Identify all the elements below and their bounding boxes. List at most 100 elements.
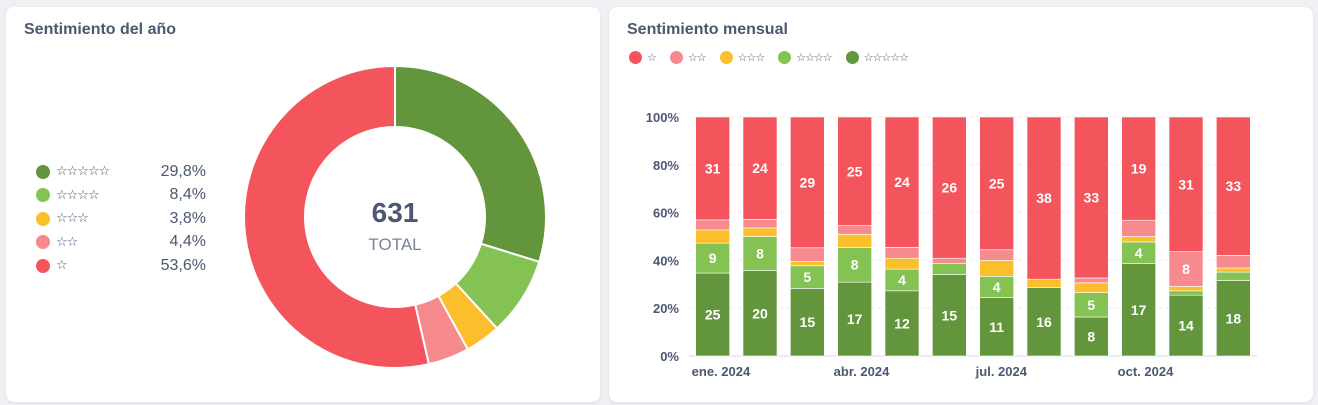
bar-segment[interactable] bbox=[1074, 277, 1109, 284]
bar-segment[interactable] bbox=[1121, 263, 1156, 357]
donut-legend-item[interactable]: ☆☆☆ 3,8% bbox=[36, 207, 206, 231]
bar-segment[interactable] bbox=[1074, 292, 1109, 318]
bar-segment[interactable] bbox=[1026, 287, 1062, 357]
bar-data-label: 29 bbox=[800, 174, 816, 190]
bar-segment[interactable] bbox=[742, 236, 778, 271]
monthly-sentiment-card: Sentimiento mensual ☆ ☆☆ ☆☆☆ ☆☆☆☆ ☆☆☆☆☆ 0% 20… bbox=[609, 7, 1313, 402]
bar-segment[interactable] bbox=[837, 225, 872, 235]
bar-data-label: 19 bbox=[1131, 161, 1147, 177]
bar-data-label: 8 bbox=[1087, 328, 1095, 344]
bar-data-label: 20 bbox=[752, 305, 768, 321]
x-tick-label: oct. 2024 bbox=[1118, 364, 1174, 379]
bar-legend-item[interactable]: ☆☆☆☆☆ bbox=[845, 51, 909, 64]
legend-dot bbox=[719, 51, 733, 64]
bar-segment[interactable] bbox=[884, 116, 920, 248]
bar-data-label: 16 bbox=[1036, 314, 1052, 330]
bar-segment[interactable] bbox=[695, 229, 730, 244]
bar-segment[interactable] bbox=[932, 274, 967, 357]
bar-legend-item[interactable]: ☆ bbox=[629, 51, 657, 64]
bar-segment[interactable] bbox=[932, 116, 967, 259]
bar-segment[interactable] bbox=[1168, 290, 1204, 296]
bar-segment[interactable] bbox=[790, 247, 825, 262]
percentage-value: 4,4% bbox=[169, 233, 206, 251]
donut-legend-item[interactable]: ☆☆☆☆☆ 29,8% bbox=[36, 160, 206, 184]
legend-dot bbox=[669, 51, 683, 64]
bar-data-label: 33 bbox=[1226, 178, 1242, 194]
legend-dot bbox=[36, 164, 50, 179]
x-tick-label: jul. 2024 bbox=[975, 364, 1028, 379]
bar-segment[interactable] bbox=[1168, 286, 1204, 292]
bar-segment[interactable] bbox=[742, 116, 778, 220]
bar-segment[interactable] bbox=[1074, 316, 1109, 357]
donut-total-label: TOTAL bbox=[368, 235, 421, 254]
bar-segment[interactable] bbox=[979, 260, 1014, 277]
bar-segment[interactable] bbox=[884, 247, 920, 259]
bar-segment[interactable] bbox=[1216, 116, 1251, 256]
legend-dot bbox=[36, 258, 50, 273]
bar-segment[interactable] bbox=[979, 249, 1014, 261]
bar-segment[interactable] bbox=[790, 261, 825, 267]
bar-segment[interactable] bbox=[695, 272, 730, 357]
bar-segment[interactable] bbox=[1026, 116, 1062, 280]
bar-legend-item[interactable]: ☆☆☆ bbox=[719, 51, 766, 64]
bar-segment[interactable] bbox=[1121, 236, 1156, 243]
bar-segment[interactable] bbox=[695, 242, 730, 274]
star-rating-label: ☆ bbox=[56, 258, 68, 274]
legend-dot bbox=[845, 51, 859, 64]
bar-legend-item[interactable]: ☆☆ bbox=[669, 51, 707, 64]
bar-segment[interactable] bbox=[884, 290, 920, 357]
monthly-sentiment-title: Sentimiento mensual bbox=[627, 21, 788, 38]
bar-segment[interactable] bbox=[742, 227, 778, 237]
legend-dot bbox=[778, 51, 792, 64]
bar-segment[interactable] bbox=[979, 297, 1014, 357]
bar-segment[interactable] bbox=[932, 257, 967, 264]
bar-segment[interactable] bbox=[884, 257, 920, 270]
bar-data-label: 31 bbox=[705, 160, 721, 176]
bar-segment[interactable] bbox=[1074, 282, 1109, 293]
donut-legend-item[interactable]: ☆☆☆☆ 8,4% bbox=[36, 184, 206, 208]
bar-segment[interactable] bbox=[790, 116, 825, 249]
bar-segment[interactable] bbox=[1026, 278, 1062, 289]
donut-legend-item[interactable]: ☆☆ 4,4% bbox=[36, 231, 206, 255]
bar-segment[interactable] bbox=[742, 219, 778, 229]
bar-data-label: 33 bbox=[1084, 189, 1100, 205]
bar-segment[interactable] bbox=[1216, 255, 1251, 269]
donut-legend-item[interactable]: ☆ 53,6% bbox=[36, 254, 206, 278]
donut-slice-1-star[interactable] bbox=[243, 64, 431, 369]
percentage-value: 29,8% bbox=[160, 162, 206, 180]
bar-segment[interactable] bbox=[837, 234, 872, 248]
stacked-bar-chart: 0% 20% 40% 60% 80% 100% 25 9 31 20 8 24 15 5 29 17 8 25 12… bbox=[646, 110, 1257, 379]
legend-dot bbox=[36, 211, 50, 226]
bar-segment[interactable] bbox=[1168, 116, 1204, 253]
bar-segment[interactable] bbox=[1216, 267, 1251, 273]
bar-legend-item[interactable]: ☆☆☆☆ bbox=[778, 51, 833, 64]
bar-segment[interactable] bbox=[837, 116, 872, 226]
bar-segment[interactable] bbox=[1168, 251, 1204, 287]
bar-segment[interactable] bbox=[790, 288, 825, 357]
bar-segment[interactable] bbox=[1121, 219, 1156, 237]
bar-data-label: 8 bbox=[1182, 261, 1190, 277]
bar-segment[interactable] bbox=[1074, 116, 1109, 279]
legend-dot bbox=[36, 188, 50, 203]
bar-data-label: 11 bbox=[989, 319, 1004, 335]
star-rating-label: ☆☆☆ bbox=[737, 51, 766, 64]
bar-data-label: 25 bbox=[705, 307, 721, 323]
bar-segment[interactable] bbox=[742, 270, 778, 357]
bar-segment[interactable] bbox=[1168, 294, 1204, 357]
donut-slice-5-star[interactable] bbox=[394, 64, 547, 264]
star-rating-label: ☆☆☆☆☆ bbox=[863, 51, 909, 64]
bar-data-label: 15 bbox=[942, 307, 958, 323]
bar-segment[interactable] bbox=[695, 116, 730, 221]
bar-segment[interactable] bbox=[695, 219, 730, 231]
bar-data-label: 9 bbox=[709, 250, 717, 266]
star-rating-label: ☆☆☆☆ bbox=[796, 51, 832, 64]
bar-segment[interactable] bbox=[932, 263, 967, 275]
bar-segment[interactable] bbox=[979, 116, 1014, 251]
star-rating-label: ☆☆☆☆☆ bbox=[56, 164, 110, 180]
bar-segment[interactable] bbox=[1216, 271, 1251, 281]
bar-segment[interactable] bbox=[837, 281, 872, 357]
bar-data-label: 4 bbox=[898, 272, 906, 288]
bar-segment[interactable] bbox=[1121, 116, 1156, 221]
bar-data-label: 17 bbox=[847, 311, 863, 327]
bar-data-label: 14 bbox=[1178, 318, 1194, 334]
